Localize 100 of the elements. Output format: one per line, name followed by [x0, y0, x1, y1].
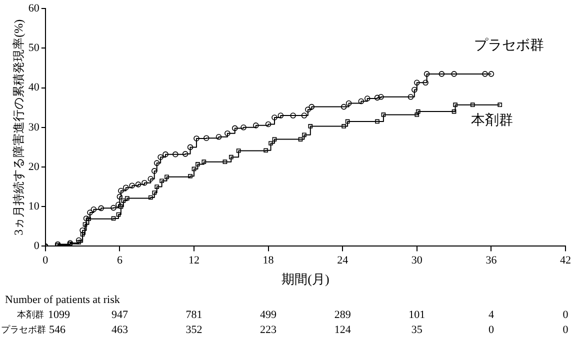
- point: [414, 112, 420, 117]
- point: [118, 204, 124, 209]
- point: [80, 232, 85, 236]
- y-axis-title: 3ヵ月持続する障害進行の累積発現率(%): [11, 19, 26, 236]
- point: [308, 124, 313, 128]
- point: [194, 136, 200, 142]
- point: [265, 121, 272, 128]
- point: [116, 212, 121, 217]
- text: プラセボ群 546 463 352 223 124 35 0 0: [1, 324, 568, 336]
- point: [488, 71, 494, 77]
- point: [86, 216, 91, 222]
- point: [116, 194, 123, 200]
- point: [187, 144, 194, 150]
- point: [118, 188, 124, 194]
- point: [340, 104, 347, 110]
- point: [154, 184, 160, 189]
- point: [305, 106, 311, 112]
- point: [374, 94, 380, 101]
- point: [422, 80, 428, 86]
- point: [308, 104, 315, 110]
- y-tick-label: 60: [28, 2, 40, 14]
- point: [111, 216, 116, 221]
- point: [154, 160, 160, 166]
- y-tick-label: 30: [28, 121, 40, 134]
- x-tick-label: 0: [42, 254, 49, 267]
- point: [151, 168, 158, 174]
- x-tick-label: 36: [486, 254, 498, 267]
- point: [90, 206, 97, 212]
- point: [121, 198, 126, 203]
- point: [342, 124, 346, 128]
- point: [408, 94, 414, 100]
- point: [498, 102, 502, 107]
- point: [164, 174, 169, 180]
- point: [196, 162, 200, 166]
- point: [346, 100, 352, 106]
- series-label: プラセボ群: [474, 38, 544, 54]
- point: [160, 178, 164, 184]
- point: [182, 151, 188, 157]
- point: [358, 98, 364, 104]
- point: [381, 112, 386, 117]
- point: [158, 154, 164, 160]
- point: [110, 204, 116, 211]
- point: [152, 190, 157, 195]
- point: [482, 71, 488, 77]
- point: [129, 182, 135, 189]
- point: [82, 222, 88, 227]
- point: [453, 102, 458, 107]
- y-tick-label: 10: [28, 200, 40, 212]
- y-tick-label: 50: [28, 42, 40, 54]
- point: [345, 119, 350, 124]
- point: [228, 154, 234, 160]
- point: [278, 112, 284, 118]
- point: [80, 227, 86, 234]
- point: [148, 176, 154, 182]
- x-tick-label: 12: [188, 254, 200, 267]
- point: [416, 109, 420, 114]
- point: [135, 182, 142, 188]
- point: [253, 122, 259, 128]
- point: [202, 160, 206, 164]
- point: [203, 135, 210, 141]
- point: [414, 80, 420, 86]
- x-tick-label: 18: [262, 254, 274, 267]
- series-label: 本剤群: [470, 112, 513, 128]
- point: [375, 119, 380, 124]
- point: [83, 216, 90, 222]
- point: [240, 124, 246, 130]
- point: [264, 148, 268, 153]
- point: [452, 109, 456, 114]
- y-tick-label: 0: [34, 240, 40, 252]
- x-tick-label: 42: [560, 254, 571, 267]
- point: [236, 148, 241, 153]
- point: [192, 166, 196, 172]
- y-tick-label: 40: [28, 82, 40, 94]
- point: [98, 205, 104, 212]
- x-tick-label: 24: [337, 254, 349, 267]
- point: [301, 112, 308, 118]
- text: Number of patients at risk: [5, 294, 120, 306]
- point: [272, 137, 277, 142]
- point: [172, 151, 178, 158]
- point: [412, 86, 418, 93]
- point: [470, 102, 475, 107]
- point: [224, 130, 230, 136]
- point: [76, 237, 82, 244]
- point: [162, 151, 168, 158]
- point: [298, 137, 303, 142]
- point: [87, 210, 93, 216]
- point: [424, 71, 430, 77]
- point: [124, 196, 130, 200]
- y-tick-label: 20: [28, 160, 40, 173]
- point: [216, 134, 222, 140]
- point: [232, 125, 238, 132]
- point: [302, 132, 306, 138]
- point: [364, 96, 370, 102]
- point: [438, 71, 445, 77]
- point: [116, 202, 122, 208]
- point: [122, 184, 129, 190]
- point: [378, 94, 384, 100]
- point: [222, 160, 228, 164]
- point: [290, 112, 296, 118]
- point: [272, 114, 278, 120]
